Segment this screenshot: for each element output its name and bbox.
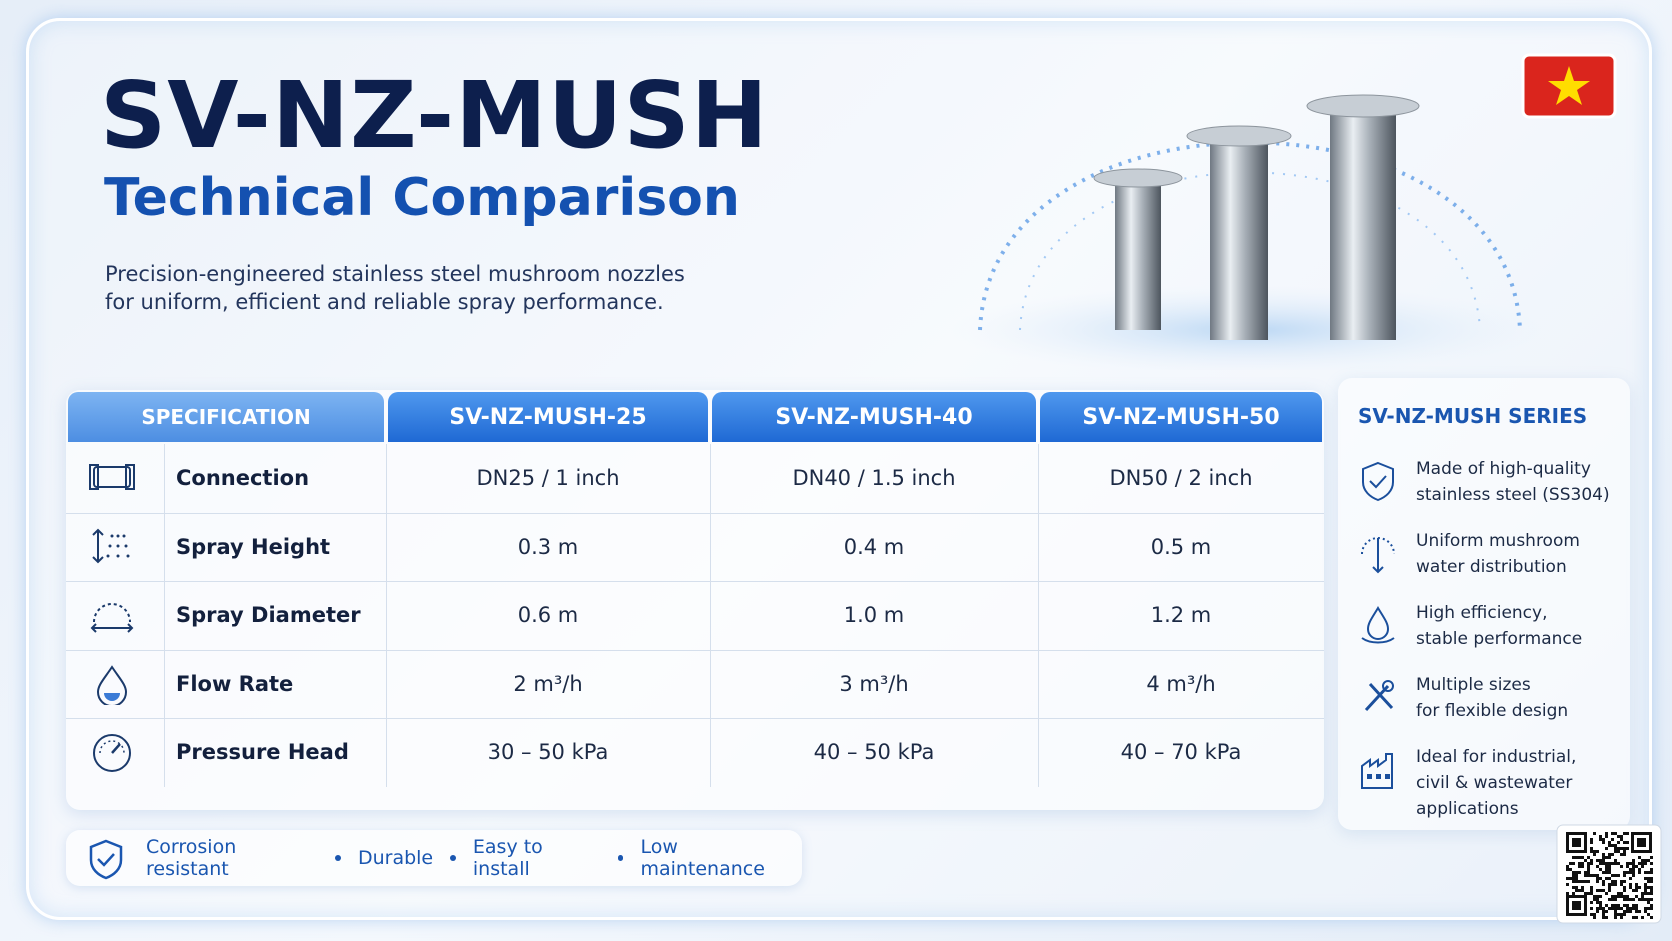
row-divider [66,649,1324,651]
cell-value: 4 m³/h [1146,671,1216,696]
cell-value: 2 m³/h [513,671,583,696]
footer-feature: Durable [357,847,434,869]
feature-icon [1364,680,1394,712]
feature-icon [1362,461,1394,502]
row-label: Spray Diameter [176,603,361,628]
separator-dot [335,855,341,861]
feature-text: water distribution [1416,557,1567,577]
row-divider [66,718,1324,719]
feature-icon [1361,606,1395,644]
cell-value: 0.5 m [1150,534,1212,559]
feature-text: civil & wastewater [1416,773,1573,793]
cell-value: 1.0 m [843,603,905,628]
series-panel: SV-NZ-MUSH SERIES Made of high-quality st… [1338,378,1630,830]
row-icon [96,664,128,705]
footer-feature: Low maintenance [640,836,765,880]
row-label: Flow Rate [176,671,294,696]
cell-value: DN25 / 1 inch [476,466,620,491]
footer-feature: Corrosion resistant [146,836,237,880]
row-label: Pressure Head [176,740,349,765]
feature-text: for flexible design [1416,701,1569,721]
row-icon [92,528,130,563]
description: Precision-engineered stainless steel mus… [105,262,685,286]
series-title: SV-NZ-MUSH SERIES [1358,404,1588,428]
column-header: SV-NZ-MUSH-40 [712,392,1036,442]
cell-value: DN40 / 1.5 inch [792,466,956,491]
cell-value: 1.2 m [1150,603,1212,628]
cell-value: DN50 / 2 inch [1109,466,1253,491]
feature-text: applications [1416,799,1519,819]
footer-feature: Easy to install [472,836,543,880]
feature-text: Uniform mushroom [1416,531,1580,551]
shield-icon [89,839,123,880]
row-divider [66,512,1324,514]
row-divider [66,581,1324,582]
column-divider [164,444,165,787]
feature-icon [1361,537,1395,574]
separator-dot [450,855,456,861]
row-icon [89,464,135,490]
qr-code [1556,824,1662,924]
row-label: Connection [176,466,310,491]
feature-text: stable performance [1416,629,1583,649]
column-header: SV-NZ-MUSH-50 [1040,392,1322,442]
description: for uniform, efficient and reliable spra… [105,290,664,314]
column-divider [386,444,387,787]
feature-text: Ideal for industrial, [1416,747,1577,767]
product-illustration [950,94,1550,370]
column-divider [1038,444,1039,787]
column-header: SPECIFICATION [68,392,384,442]
cell-value: 0.4 m [843,534,905,559]
cell-value: 40 – 50 kPa [813,740,935,765]
cell-value: 30 – 50 kPa [487,740,609,765]
comparison-table: SPECIFICATION SV-NZ-MUSH-25 SV-NZ-MUSH-40 S… [66,390,1324,810]
cell-value: 40 – 70 kPa [1120,740,1242,765]
cell-value: 0.6 m [517,603,579,628]
column-divider [710,444,711,787]
cell-value: 3 m³/h [839,671,909,696]
feature-icon [1361,753,1393,789]
separator-dot [617,855,624,861]
row-label: Spray Height [176,534,331,559]
title: SV-NZ-MUSH [100,62,769,169]
subtitle: Technical Comparison [104,168,740,228]
feature-text: Made of high-quality [1416,459,1591,479]
row-icon [93,734,131,772]
flag [1521,53,1617,119]
footer-bar: Corrosion resistant Durable Easy to instal… [66,830,802,886]
row-icon [90,603,134,633]
feature-text: stainless steel (SS304) [1416,485,1610,505]
feature-text: High efficiency, [1416,603,1548,623]
feature-text: Multiple sizes [1416,675,1531,695]
cell-value: 0.3 m [517,534,579,559]
column-header: SV-NZ-MUSH-25 [388,392,708,442]
